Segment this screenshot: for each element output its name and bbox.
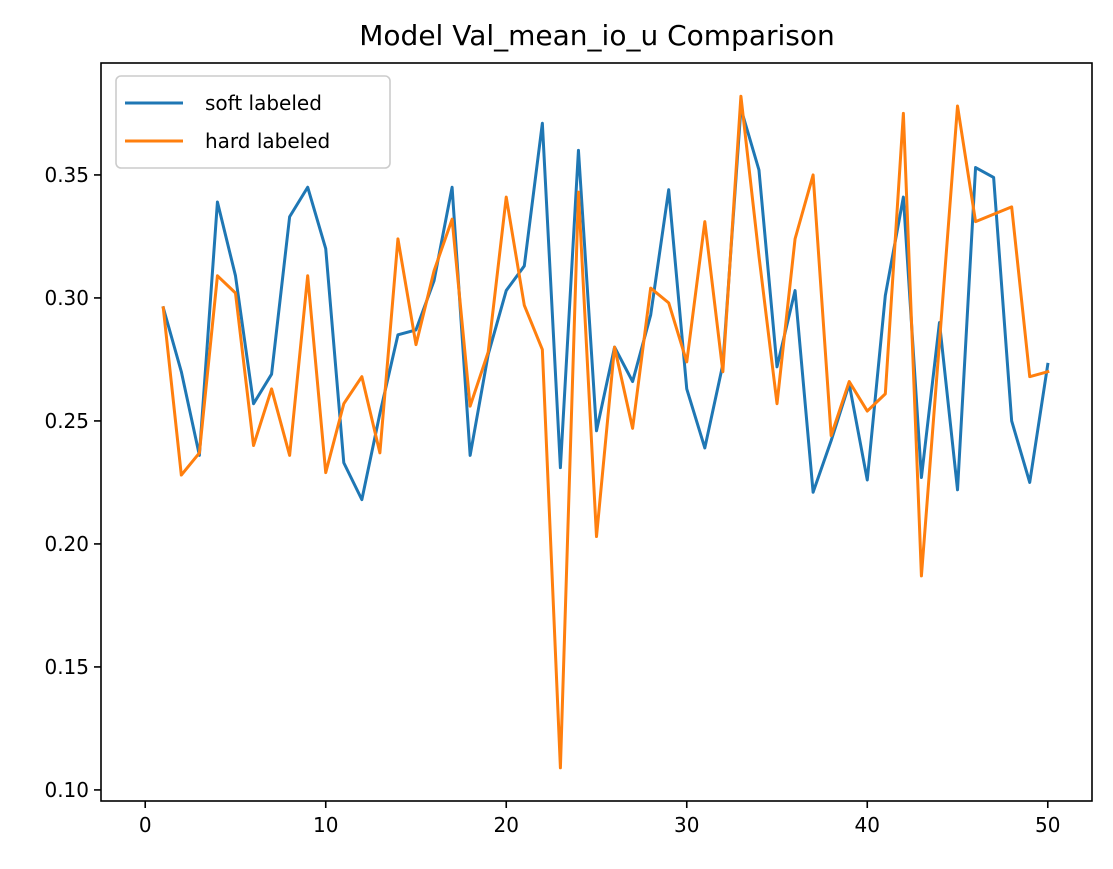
series-line — [161, 94, 1050, 770]
y-tick-label: 0.10 — [44, 778, 89, 802]
axes-frame — [100, 62, 1093, 802]
y-axis: 0.10 0.15 0.20 0.25 0.30 0.35 — [44, 163, 101, 802]
x-tick-label: 50 — [1035, 813, 1060, 837]
legend-label: soft labeled — [205, 91, 322, 115]
legend: soft labeled hard labeled — [115, 75, 391, 169]
chart-title: Model Val_mean_io_u Comparison — [359, 19, 835, 52]
y-tick-label: 0.15 — [44, 655, 89, 679]
series-hard-labeled — [161, 94, 1050, 770]
x-tick-label: 30 — [674, 813, 699, 837]
series-line — [161, 107, 1050, 502]
x-tick-label: 10 — [313, 813, 338, 837]
y-tick-label: 0.30 — [44, 286, 89, 310]
series-layer — [161, 94, 1050, 770]
y-tick-label: 0.25 — [44, 409, 89, 433]
y-tick-label: 0.35 — [44, 163, 89, 187]
x-tick-label: 20 — [494, 813, 519, 837]
x-tick-label: 0 — [139, 813, 152, 837]
legend-box — [115, 75, 391, 169]
x-axis: 0 10 20 30 40 50 — [139, 801, 1061, 837]
x-tick-label: 40 — [855, 813, 880, 837]
y-tick-label: 0.20 — [44, 532, 89, 556]
legend-label: hard labeled — [205, 129, 330, 153]
